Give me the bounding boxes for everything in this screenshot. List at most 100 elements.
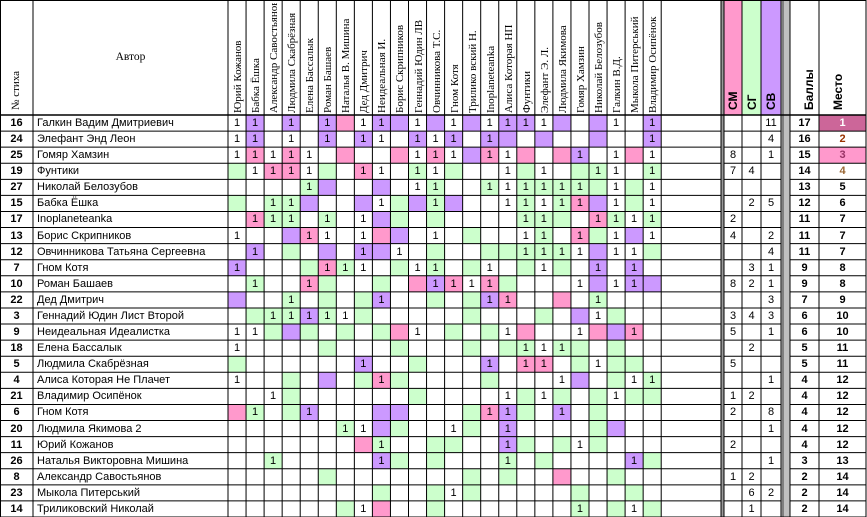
vote-cell: 1 bbox=[450, 277, 457, 290]
cell-fill bbox=[282, 404, 301, 421]
separator-bar bbox=[721, 0, 724, 517]
score-cell: 15 bbox=[798, 149, 811, 162]
vote-cell: 1 bbox=[486, 293, 493, 306]
vote-cell: 1 bbox=[504, 117, 511, 129]
cell-fill bbox=[480, 356, 499, 373]
sv-cell: 2 bbox=[767, 229, 775, 242]
judge-header: Гомяр Хамзин bbox=[574, 46, 587, 113]
sm-cell: 8 bbox=[729, 149, 737, 162]
cell-fill bbox=[534, 227, 553, 244]
cell-fill bbox=[372, 452, 391, 469]
cell-fill bbox=[498, 131, 517, 148]
cell-fill bbox=[354, 131, 373, 148]
vote-cell: 1 bbox=[576, 149, 584, 162]
vote-cell: 1 bbox=[486, 133, 493, 146]
row-number: 13 bbox=[10, 229, 23, 242]
cell-fill bbox=[354, 163, 373, 180]
vote-cell: 1 bbox=[432, 133, 439, 146]
cell-fill bbox=[408, 275, 427, 292]
cell-fill bbox=[282, 243, 301, 260]
cell-fill bbox=[318, 291, 337, 308]
cell-fill bbox=[570, 500, 589, 517]
vote-cell: 1 bbox=[594, 309, 602, 322]
cell-fill bbox=[498, 291, 517, 308]
cell-fill bbox=[552, 195, 571, 212]
cell-fill bbox=[336, 259, 355, 276]
cell-fill bbox=[516, 147, 535, 164]
place-cell: 8 bbox=[839, 277, 846, 290]
row-author: Триликовский Николай bbox=[37, 502, 154, 515]
cell-fill bbox=[426, 275, 445, 292]
cell-fill bbox=[318, 275, 337, 292]
sm-cell: 5 bbox=[729, 358, 737, 371]
cell-fill bbox=[426, 147, 445, 164]
vote-cell: 1 bbox=[504, 406, 511, 419]
row-author: Людмила Якимова 2 bbox=[37, 422, 142, 435]
vote-cell: 1 bbox=[324, 309, 331, 322]
vote-cell: 1 bbox=[432, 149, 439, 162]
sg-cell: 2 bbox=[748, 197, 755, 210]
place-cell: 1 bbox=[839, 117, 846, 129]
cell-fill bbox=[534, 131, 553, 148]
vote-cell: 1 bbox=[288, 165, 295, 178]
vote-cell: 1 bbox=[378, 133, 385, 146]
vote-cell: 1 bbox=[594, 293, 602, 306]
cell-fill bbox=[724, 372, 742, 389]
place-cell: 6 bbox=[839, 197, 846, 210]
place-highlight bbox=[819, 147, 866, 164]
cell-fill bbox=[282, 195, 301, 212]
sv-cell: 1 bbox=[767, 422, 775, 435]
cell-fill bbox=[462, 115, 481, 132]
cell-fill bbox=[426, 179, 445, 196]
sv-cell: 3 bbox=[767, 309, 775, 322]
vote-cell: 1 bbox=[252, 245, 259, 258]
cell-fill bbox=[372, 324, 391, 341]
vote-cell: 1 bbox=[576, 277, 584, 290]
vote-cell: 1 bbox=[288, 213, 295, 226]
row-author: Гном Котя bbox=[37, 261, 89, 274]
cell-fill bbox=[643, 131, 662, 148]
sv-cell: 3 bbox=[767, 293, 775, 306]
cell-fill bbox=[354, 195, 373, 212]
cell-fill bbox=[498, 275, 517, 292]
vote-cell: 1 bbox=[522, 342, 529, 355]
vote-cell: 1 bbox=[432, 277, 439, 290]
sv-cell: 2 bbox=[767, 486, 775, 499]
place-cell: 9 bbox=[839, 293, 846, 306]
sv-cell: 1 bbox=[767, 277, 775, 290]
vote-cell: 1 bbox=[649, 117, 656, 129]
cell-fill bbox=[318, 243, 337, 260]
cell-fill bbox=[264, 307, 283, 325]
vote-cell: 1 bbox=[576, 502, 584, 515]
sg-cell: 3 bbox=[748, 261, 755, 274]
place-cell: 8 bbox=[839, 261, 846, 274]
row-author: Бабка Ёшка bbox=[37, 197, 99, 210]
row-number: 9 bbox=[13, 326, 20, 339]
vote-cell: 1 bbox=[414, 181, 421, 194]
row-number: 6 bbox=[13, 406, 20, 419]
cell-fill bbox=[552, 388, 571, 405]
vote-cell: 1 bbox=[631, 374, 638, 387]
cell-fill bbox=[426, 115, 445, 132]
judge-header: Людмила Скабрёзная bbox=[286, 12, 299, 113]
cell-fill bbox=[354, 436, 373, 453]
cell-fill bbox=[724, 500, 742, 517]
cell-fill bbox=[462, 404, 481, 421]
vote-cell: 1 bbox=[631, 261, 638, 274]
cell-fill bbox=[444, 324, 463, 341]
vote-cell: 1 bbox=[252, 406, 259, 419]
vote-cell: 1 bbox=[233, 326, 241, 339]
cell-fill bbox=[552, 436, 571, 453]
cell-fill bbox=[552, 147, 571, 164]
score-cell: 11 bbox=[798, 229, 811, 242]
cell-fill bbox=[607, 307, 626, 325]
cell-fill bbox=[462, 484, 481, 501]
place-cell: 7 bbox=[839, 229, 846, 242]
judge-header: Овчинникова Т.С. bbox=[430, 29, 443, 113]
cell-fill bbox=[552, 259, 571, 276]
cell-fill bbox=[228, 291, 247, 308]
vote-cell: 1 bbox=[450, 486, 457, 499]
vote-cell: 1 bbox=[504, 181, 511, 194]
cell-fill bbox=[643, 500, 662, 517]
